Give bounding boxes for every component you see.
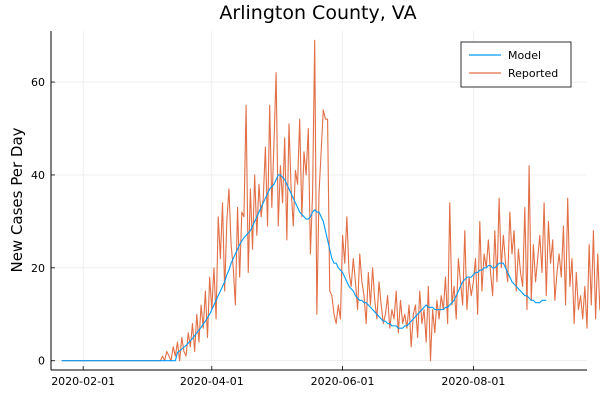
legend-label-model: Model — [508, 49, 541, 62]
legend: Model Reported — [460, 41, 572, 88]
series-layer — [61, 39, 600, 362]
y-axis-label: New Cases Per Day — [8, 127, 26, 272]
legend-label-reported: Reported — [508, 67, 558, 80]
y-tick-label: 0 — [38, 355, 45, 368]
x-tick-label: 2020-08-01 — [441, 375, 505, 388]
x-tick-label: 2020-06-01 — [311, 375, 375, 388]
y-tick-label: 60 — [31, 76, 45, 89]
axes: 2020-02-01 2020-04-01 2020-06-01 2020-08-01… — [31, 31, 587, 388]
y-tick-label: 40 — [31, 169, 45, 182]
chart-title: Arlington County, VA — [219, 2, 416, 24]
series-line-model — [61, 174, 547, 362]
y-tick-label: 20 — [31, 262, 45, 275]
x-tick-label: 2020-04-01 — [180, 375, 244, 388]
x-tick-label: 2020-02-01 — [51, 375, 115, 388]
legend-box — [460, 41, 572, 88]
